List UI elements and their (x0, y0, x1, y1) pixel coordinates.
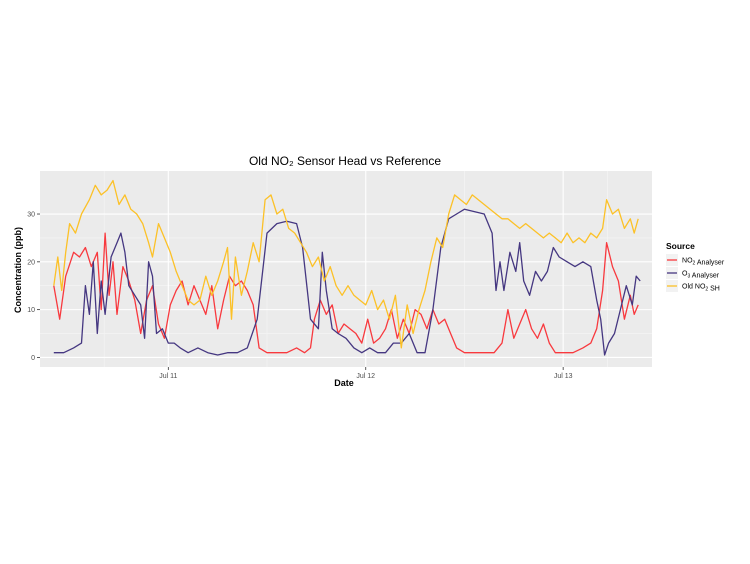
x-tick-label: Jul 12 (356, 373, 375, 380)
y-tick-label: 10 (27, 307, 35, 314)
chart-title: Old NO₂ Sensor Head vs Reference (249, 154, 441, 168)
legend-label: Old NO2 SH (682, 284, 720, 293)
y-tick-label: 0 (31, 355, 35, 362)
legend-label: NO2 Analyser (682, 258, 725, 267)
plot-panel (40, 171, 652, 367)
legend-title: Source (666, 241, 695, 251)
y-axis-title: Concentration (ppb) (13, 227, 23, 313)
y-tick-label: 30 (27, 212, 35, 219)
axes: 0 10 20 30 Jul 11 Jul 12 Jul 13 (27, 212, 572, 380)
series-line-2 (53, 179, 639, 349)
series-lines (53, 179, 641, 356)
x-axis-title: Date (334, 378, 354, 388)
legend: Source NO2 Analyser O3 Analyser Old NO2 SH (666, 241, 725, 293)
series-line-1 (53, 208, 641, 356)
legend-label: O3 Analyser (682, 271, 720, 280)
y-tick-label: 20 (27, 259, 35, 266)
x-tick-label: Jul 13 (554, 373, 573, 380)
x-tick-label: Jul 11 (159, 373, 177, 380)
